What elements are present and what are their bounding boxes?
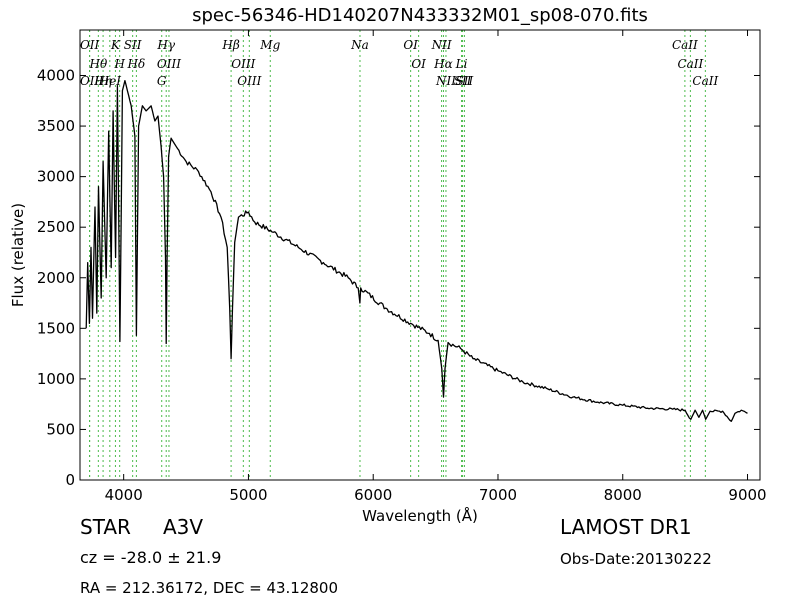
spectral-line-label: H — [113, 57, 125, 71]
object-type: STAR — [80, 515, 131, 539]
y-tick-label: 1000 — [37, 370, 75, 388]
x-tick-label: 4000 — [105, 486, 143, 504]
y-axis-label: Flux (relative) — [9, 203, 27, 307]
x-tick-label: 5000 — [229, 486, 267, 504]
spectral-line-label: OI — [411, 57, 426, 71]
y-tick-label: 2500 — [37, 218, 75, 236]
y-tick-label: 500 — [46, 420, 75, 438]
spectral-line-label: SII — [124, 38, 142, 52]
survey-name: LAMOST DR1 — [560, 515, 692, 539]
y-tick-label: 1500 — [37, 319, 75, 337]
spectral-line-label: Mg — [259, 38, 280, 52]
spectral-line-label: NII — [435, 74, 456, 88]
x-axis-label: Wavelength (Å) — [362, 506, 478, 525]
spectral-line-label: OII — [80, 74, 100, 88]
spectral-line-label: OIII — [237, 74, 261, 88]
spectral-line-label: OII — [80, 38, 100, 52]
spectral-line-label: Na — [350, 38, 369, 52]
spectral-line-label: Hβ — [221, 38, 239, 52]
spectral-line-label: CaII — [692, 74, 718, 88]
spectral-line-label: Hγ — [156, 38, 175, 52]
spectral-line-label: NII — [431, 38, 452, 52]
spectral-line-label: Hδ — [127, 57, 146, 71]
axis-ticks: 4000 5000 6000 7000 8000 9000 0 500 1000 1500 2000… — [37, 30, 767, 504]
spectral-line-label: CaII — [672, 38, 698, 52]
x-tick-label: 8000 — [604, 486, 642, 504]
plot-frame — [79, 29, 761, 481]
spectral-line-label: OIII — [157, 57, 181, 71]
y-tick-label: 3000 — [37, 168, 75, 186]
spectral-line-label: G — [157, 74, 167, 88]
spectral-line-label: Li — [455, 57, 468, 71]
spectral-line-label: HeI — [98, 74, 122, 88]
spectral-line-label: SII — [454, 74, 472, 88]
spectral-line-label: K — [110, 38, 121, 52]
spectral-subclass: A3V — [163, 515, 204, 539]
y-tick-label: 0 — [65, 471, 75, 489]
y-tick-label: 4000 — [37, 67, 75, 85]
x-tick-label: 9000 — [728, 486, 766, 504]
spectrum-line — [85, 79, 748, 422]
x-tick-label: 6000 — [354, 486, 392, 504]
spectral-line-label: Hθ — [88, 57, 107, 71]
observation-date: Obs-Date:20130222 — [560, 550, 712, 568]
spectral-line-label: OIII — [231, 57, 255, 71]
redshift-value: cz = -28.0 ± 21.9 — [80, 548, 222, 567]
spectral-line-markers — [89, 30, 706, 480]
spectral-line-label: Hη — [93, 74, 112, 88]
y-tick-label: 2000 — [37, 269, 75, 287]
chart-title: spec-56346-HD140207N433332M01_sp08-070.f… — [192, 5, 648, 26]
spectral-line-label: CaII — [677, 57, 703, 71]
y-tick-label: 3500 — [37, 117, 75, 135]
spectral-line-label: SII — [456, 74, 474, 88]
spectral-line-label: OI — [403, 38, 418, 52]
x-tick-label: 7000 — [479, 486, 517, 504]
coordinates: RA = 212.36172, DEC = 43.12800 — [80, 579, 339, 597]
spectral-line-label: Hα — [433, 57, 453, 71]
